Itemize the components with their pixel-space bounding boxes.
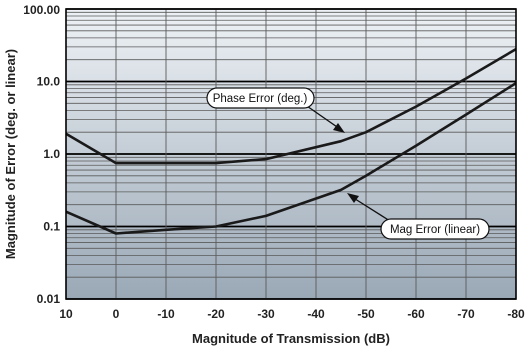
y-tick-label: 100.00 (23, 3, 60, 17)
mag-error-line (65, 82, 517, 235)
x-tick-label: 0 (113, 307, 120, 321)
mag-error-arrowhead (347, 193, 359, 203)
mag-error-label-box (380, 218, 490, 240)
x-tick-labels: 10 0 -10 -20 -30 -40 -50 -60 -70 -80 (59, 307, 525, 321)
y-tick-label: 0.1 (43, 220, 60, 234)
mag-error-callout: Mag Error (linear) (347, 193, 490, 240)
x-tick-label: -80 (507, 307, 525, 321)
x-tick-label: -60 (407, 307, 425, 321)
x-tick-label: -70 (457, 307, 475, 321)
x-tick-label: -40 (307, 307, 325, 321)
phase-error-arrowhead (333, 123, 345, 133)
phase-error-label-box (206, 87, 315, 109)
x-tick-label: -20 (207, 307, 225, 321)
x-tick-label: -30 (257, 307, 275, 321)
x-tick-label: -10 (157, 307, 175, 321)
plot-border (65, 8, 517, 300)
mag-error-leader (351, 196, 391, 222)
phase-error-label: Phase Error (deg.) (213, 93, 308, 105)
phase-error-callout: Phase Error (deg.) (206, 87, 345, 133)
y-tick-label: 0.01 (37, 292, 61, 306)
y-axis-title: Magnitude of Error (deg. or linear) (3, 49, 18, 259)
y-tick-labels: 0.01 0.1 1.0 10.0 100.00 (23, 3, 60, 306)
y-tick-label: 10.0 (37, 75, 61, 89)
series-layer (65, 47, 517, 235)
x-tick-label: 10 (59, 307, 73, 321)
x-axis-title: Magnitude of Transmission (dB) (192, 331, 390, 346)
y-tick-label: 1.0 (43, 147, 60, 161)
mag-error-label: Mag Error (linear) (390, 224, 480, 236)
phase-error-leader (303, 103, 341, 130)
phase-error-line (65, 47, 517, 165)
x-tick-label: -50 (357, 307, 375, 321)
